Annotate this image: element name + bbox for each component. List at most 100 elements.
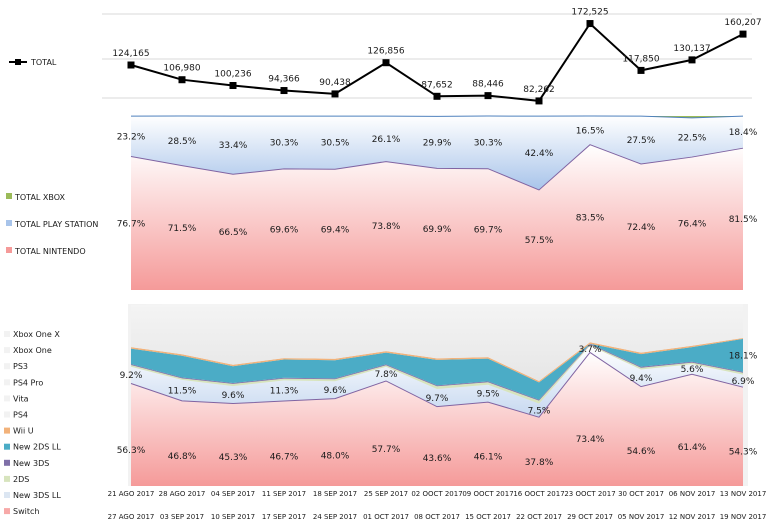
legend-console-label: Xbox One X xyxy=(13,330,60,339)
playstation-data-label: 23.2% xyxy=(117,132,146,142)
console-data-label: 43.6% xyxy=(423,454,452,464)
legend-console-label: New 3DS xyxy=(13,459,49,468)
x-tick-label-start: 04 SEP 2017 xyxy=(211,490,255,498)
console-data-label: 3.7% xyxy=(579,345,602,355)
playstation-data-label: 30.5% xyxy=(321,139,350,149)
total-data-label: 106,980 xyxy=(163,64,200,74)
total-point-marker xyxy=(637,66,645,74)
total-point-marker xyxy=(535,97,543,105)
console-data-label: 18.1% xyxy=(729,351,758,361)
legend-console-label: Wii U xyxy=(13,427,34,436)
total-point-marker xyxy=(586,20,594,28)
x-tick-label-start: 16 OOCT 2017 xyxy=(513,490,564,498)
x-tick-label-start: 18 SEP 2017 xyxy=(313,490,357,498)
nintendo-data-label: 81.5% xyxy=(729,215,758,225)
legend-playstation-label: TOTAL PLAY STATION xyxy=(14,220,98,229)
nintendo-boundary-line xyxy=(130,144,744,191)
playstation-data-label: 26.1% xyxy=(372,135,401,145)
console-data-label: 54.3% xyxy=(729,447,758,457)
legend-total-label: TOTAL xyxy=(30,58,57,67)
console-data-label: 46.7% xyxy=(270,452,299,462)
total-data-label: 124,165 xyxy=(112,49,149,59)
console-data-label: 11.3% xyxy=(270,387,299,397)
legend-playstation-swatch xyxy=(6,220,12,226)
playstation-data-label: 33.4% xyxy=(219,141,248,151)
console-data-label: 37.8% xyxy=(525,458,554,468)
console-area-layer: 56.3% 46.8% 45.3% 46.7% 48.0% 57.7% 43.6% 46.1%… xyxy=(117,304,758,486)
total-point-marker xyxy=(433,92,441,100)
nintendo-data-label: 69.7% xyxy=(474,225,503,235)
nintendo-data-label: 76.7% xyxy=(117,219,146,229)
x-tick-label-end: 03 SEP 2017 xyxy=(160,513,204,521)
x-tick-label-end: 05 NOV 2017 xyxy=(618,513,665,521)
legend-console-swatch xyxy=(4,427,10,434)
total-point-marker xyxy=(280,87,288,95)
total-data-label: 90,438 xyxy=(319,78,351,88)
playstation-data-label: 29.9% xyxy=(423,138,452,148)
legend-console-label: Vita xyxy=(13,394,29,403)
x-tick-label-end: 08 OCT 2017 xyxy=(414,513,460,521)
x-tick-label-end: 29 OCT 2017 xyxy=(567,513,613,521)
console-data-label: 6.9% xyxy=(732,377,755,387)
total-data-label: 88,446 xyxy=(472,80,504,90)
playstation-data-label: 30.3% xyxy=(474,138,503,148)
legend-nintendo-label: TOTAL NINTENDO xyxy=(14,247,86,256)
console-data-label: 48.0% xyxy=(321,451,350,461)
total-point-marker xyxy=(127,61,135,69)
legend-brand: TOTAL XBOX TOTAL PLAY STATION TOTAL NINT… xyxy=(6,193,98,256)
area-ps4 xyxy=(131,304,743,381)
console-data-label: 7.5% xyxy=(528,406,551,416)
console-data-label: 54.6% xyxy=(627,447,656,457)
legend-nintendo-swatch xyxy=(6,247,12,253)
legend-console-swatch xyxy=(4,459,10,466)
x-tick-label-end: 22 OCT 2017 xyxy=(516,513,562,521)
total-data-label: 94,366 xyxy=(268,75,300,85)
total-point-marker xyxy=(688,56,696,64)
legend-total: TOTAL xyxy=(9,58,57,67)
x-tick-label-start: 06 NOV 2017 xyxy=(669,490,716,498)
area-switch xyxy=(131,352,743,486)
brand-share-panel: 76.7% 71.5% 66.5% 69.6% 69.4% 73.8% 69.9% 69.7%… xyxy=(6,115,758,290)
playstation-data-label: 27.5% xyxy=(627,136,656,146)
legend-console-swatch xyxy=(4,379,10,386)
playstation-data-label: 30.3% xyxy=(270,139,299,149)
legend-console-label: Switch xyxy=(13,507,39,516)
total-point-marker xyxy=(178,76,186,84)
legend-total-marker xyxy=(15,59,21,65)
legend-console-swatch xyxy=(4,508,10,515)
legend-console-label: Xbox One xyxy=(13,346,52,355)
nintendo-data-label: 76.4% xyxy=(678,220,707,230)
console-data-label: 9.5% xyxy=(477,389,500,399)
x-tick-label-start: 23 OOCT 2017 xyxy=(564,490,615,498)
x-tick-label-end: 12 NOV 2017 xyxy=(669,513,716,521)
x-tick-label-end: 19 NOV 2017 xyxy=(720,513,767,521)
nintendo-data-label: 73.8% xyxy=(372,222,401,232)
console-data-label: 56.3% xyxy=(117,446,146,456)
nintendo-data-label: 66.5% xyxy=(219,228,248,238)
total-line-layer: 124,165 106,980 100,236 94,366 90,438 126,856… xyxy=(112,8,762,105)
console-data-label: 46.1% xyxy=(474,453,503,463)
total-point-marker xyxy=(229,82,237,90)
legend-console-label: New 3DS LL xyxy=(13,491,61,500)
console-data-label: 5.6% xyxy=(681,365,704,375)
brand-area-layer: 76.7% 71.5% 66.5% 69.6% 69.4% 73.8% 69.9% 69.7%… xyxy=(117,115,758,290)
nintendo-data-label: 83.5% xyxy=(576,213,605,223)
area-new-3ds-ll xyxy=(131,345,743,418)
total-data-label: 130,137 xyxy=(673,44,710,54)
legend-console-swatch xyxy=(4,395,10,402)
total-data-label: 82,262 xyxy=(523,85,555,95)
x-tick-label-start: 28 AGO 2017 xyxy=(159,490,206,498)
total-data-label: 172,525 xyxy=(571,8,608,18)
x-tick-label-end: 01 OCT 2017 xyxy=(363,513,409,521)
x-axis: 21 AGO 2017 28 AGO 2017 04 SEP 2017 11 SEP … xyxy=(108,490,767,521)
legend-console-swatch xyxy=(4,363,10,370)
playstation-boundary-line xyxy=(130,115,744,119)
nintendo-data-label: 57.5% xyxy=(525,236,554,246)
legend-console-swatch xyxy=(4,443,10,450)
legend-console-label: PS4 xyxy=(13,411,28,420)
legend-console: Xbox One X Xbox One PS3 PS4 Pro Vita PS4 Wii U… xyxy=(4,330,61,516)
total-point-marker xyxy=(331,90,339,98)
console-data-label: 9.6% xyxy=(324,386,347,396)
total-data-label: 126,856 xyxy=(367,47,404,57)
